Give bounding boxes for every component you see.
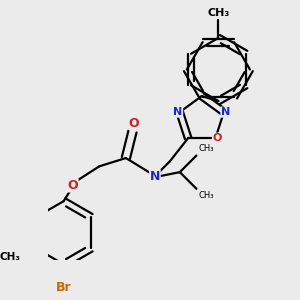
Text: O: O <box>129 117 140 130</box>
Text: CH₃: CH₃ <box>0 252 20 262</box>
Text: N: N <box>221 107 230 117</box>
Text: N: N <box>150 170 160 183</box>
Text: CH₃: CH₃ <box>199 144 214 153</box>
Text: CH₃: CH₃ <box>199 191 214 200</box>
Text: Br: Br <box>56 281 71 294</box>
Text: O: O <box>212 133 222 143</box>
Text: CH₃: CH₃ <box>207 8 230 18</box>
Text: N: N <box>173 107 183 117</box>
Text: O: O <box>68 179 78 192</box>
